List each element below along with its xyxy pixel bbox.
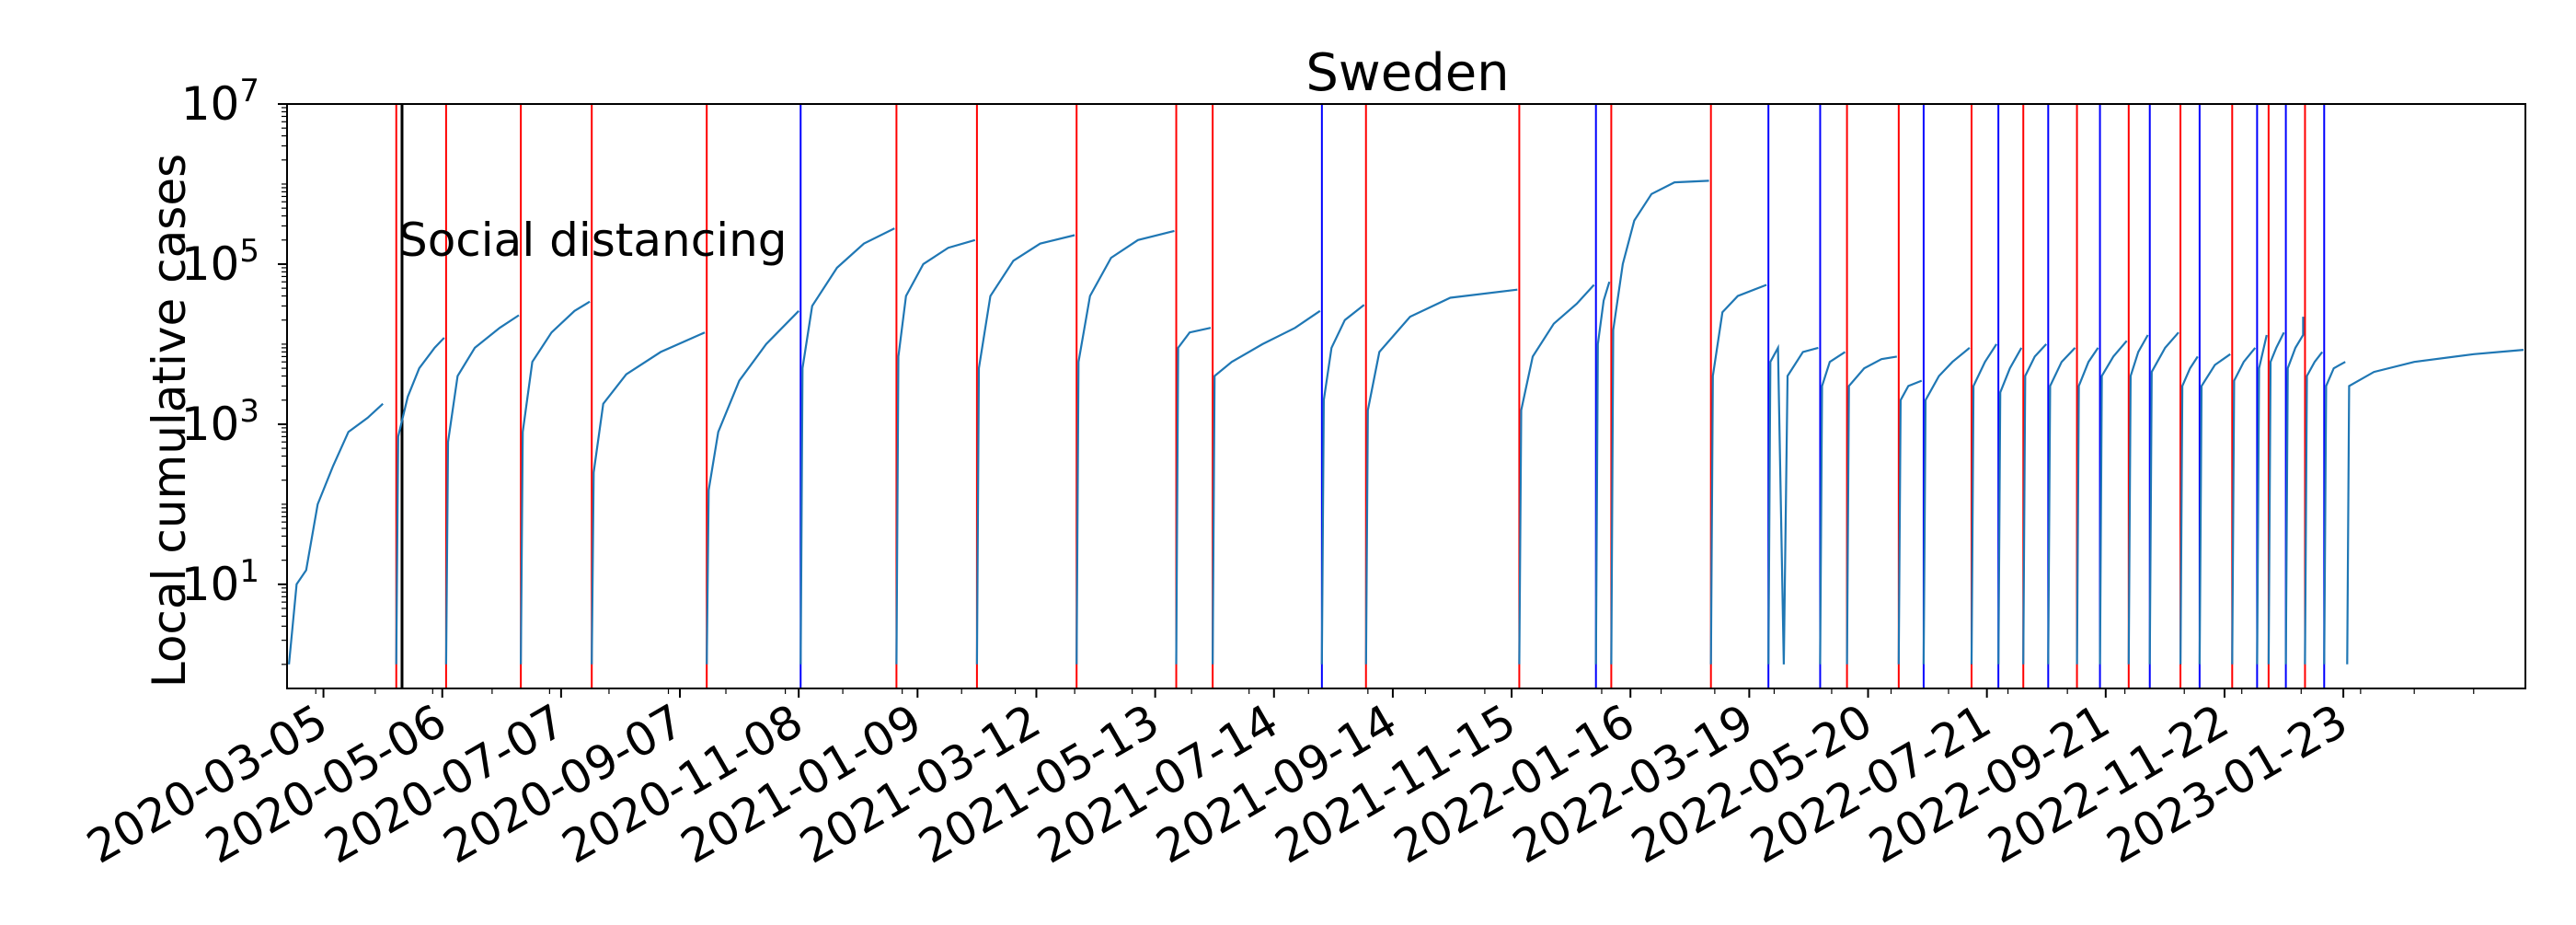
series-segment [1610,179,1709,665]
series-segment [1970,343,1998,665]
series-segment [591,331,706,665]
series-segment [2284,317,2305,665]
series-segment [799,227,895,665]
series-segment [1922,347,1971,665]
series-segment [1518,283,1595,665]
series-segment [895,238,976,665]
series-segment [1709,283,1767,665]
series-segment [2346,349,2524,665]
series-segment [1819,351,1846,665]
series-segment [2267,331,2285,665]
series-segment [2127,334,2149,665]
series-segment [444,314,520,665]
series-segment [520,300,591,665]
series-layer [288,179,2524,665]
series-segment [2256,334,2268,665]
series-segment [1846,355,1897,665]
series-segment [2099,340,2128,665]
annotation-text: Social distancing [398,214,788,267]
vertical-lines-layer [395,104,2326,688]
plot-frame [286,103,2526,689]
series-segment [2022,343,2048,665]
series-segment [1767,343,1819,665]
series-segment [1594,281,1611,665]
series-segment [1175,327,1212,665]
series-segment [706,310,799,665]
y-axis-label: Local cumulative cases [143,154,196,688]
series-segment [2231,347,2257,665]
series-segment [2148,331,2179,665]
series-segment [1320,304,1365,665]
series-segment [1075,229,1175,665]
chart-title: Sweden [1305,43,1509,103]
series-segment [2047,347,2076,665]
series-segment [1897,379,1923,665]
series-segment [2323,361,2346,665]
series-segment [2076,347,2099,665]
series-segment [1364,288,1518,665]
series-segment [2179,355,2199,665]
series-segment [975,234,1075,665]
series-segment [395,337,445,665]
series-segment [288,402,384,665]
series-segment [2198,353,2231,665]
y-tick-label: 107 [181,73,259,131]
series-segment [2304,351,2324,665]
series-segment [1997,347,2023,665]
series-segment [1212,309,1321,665]
